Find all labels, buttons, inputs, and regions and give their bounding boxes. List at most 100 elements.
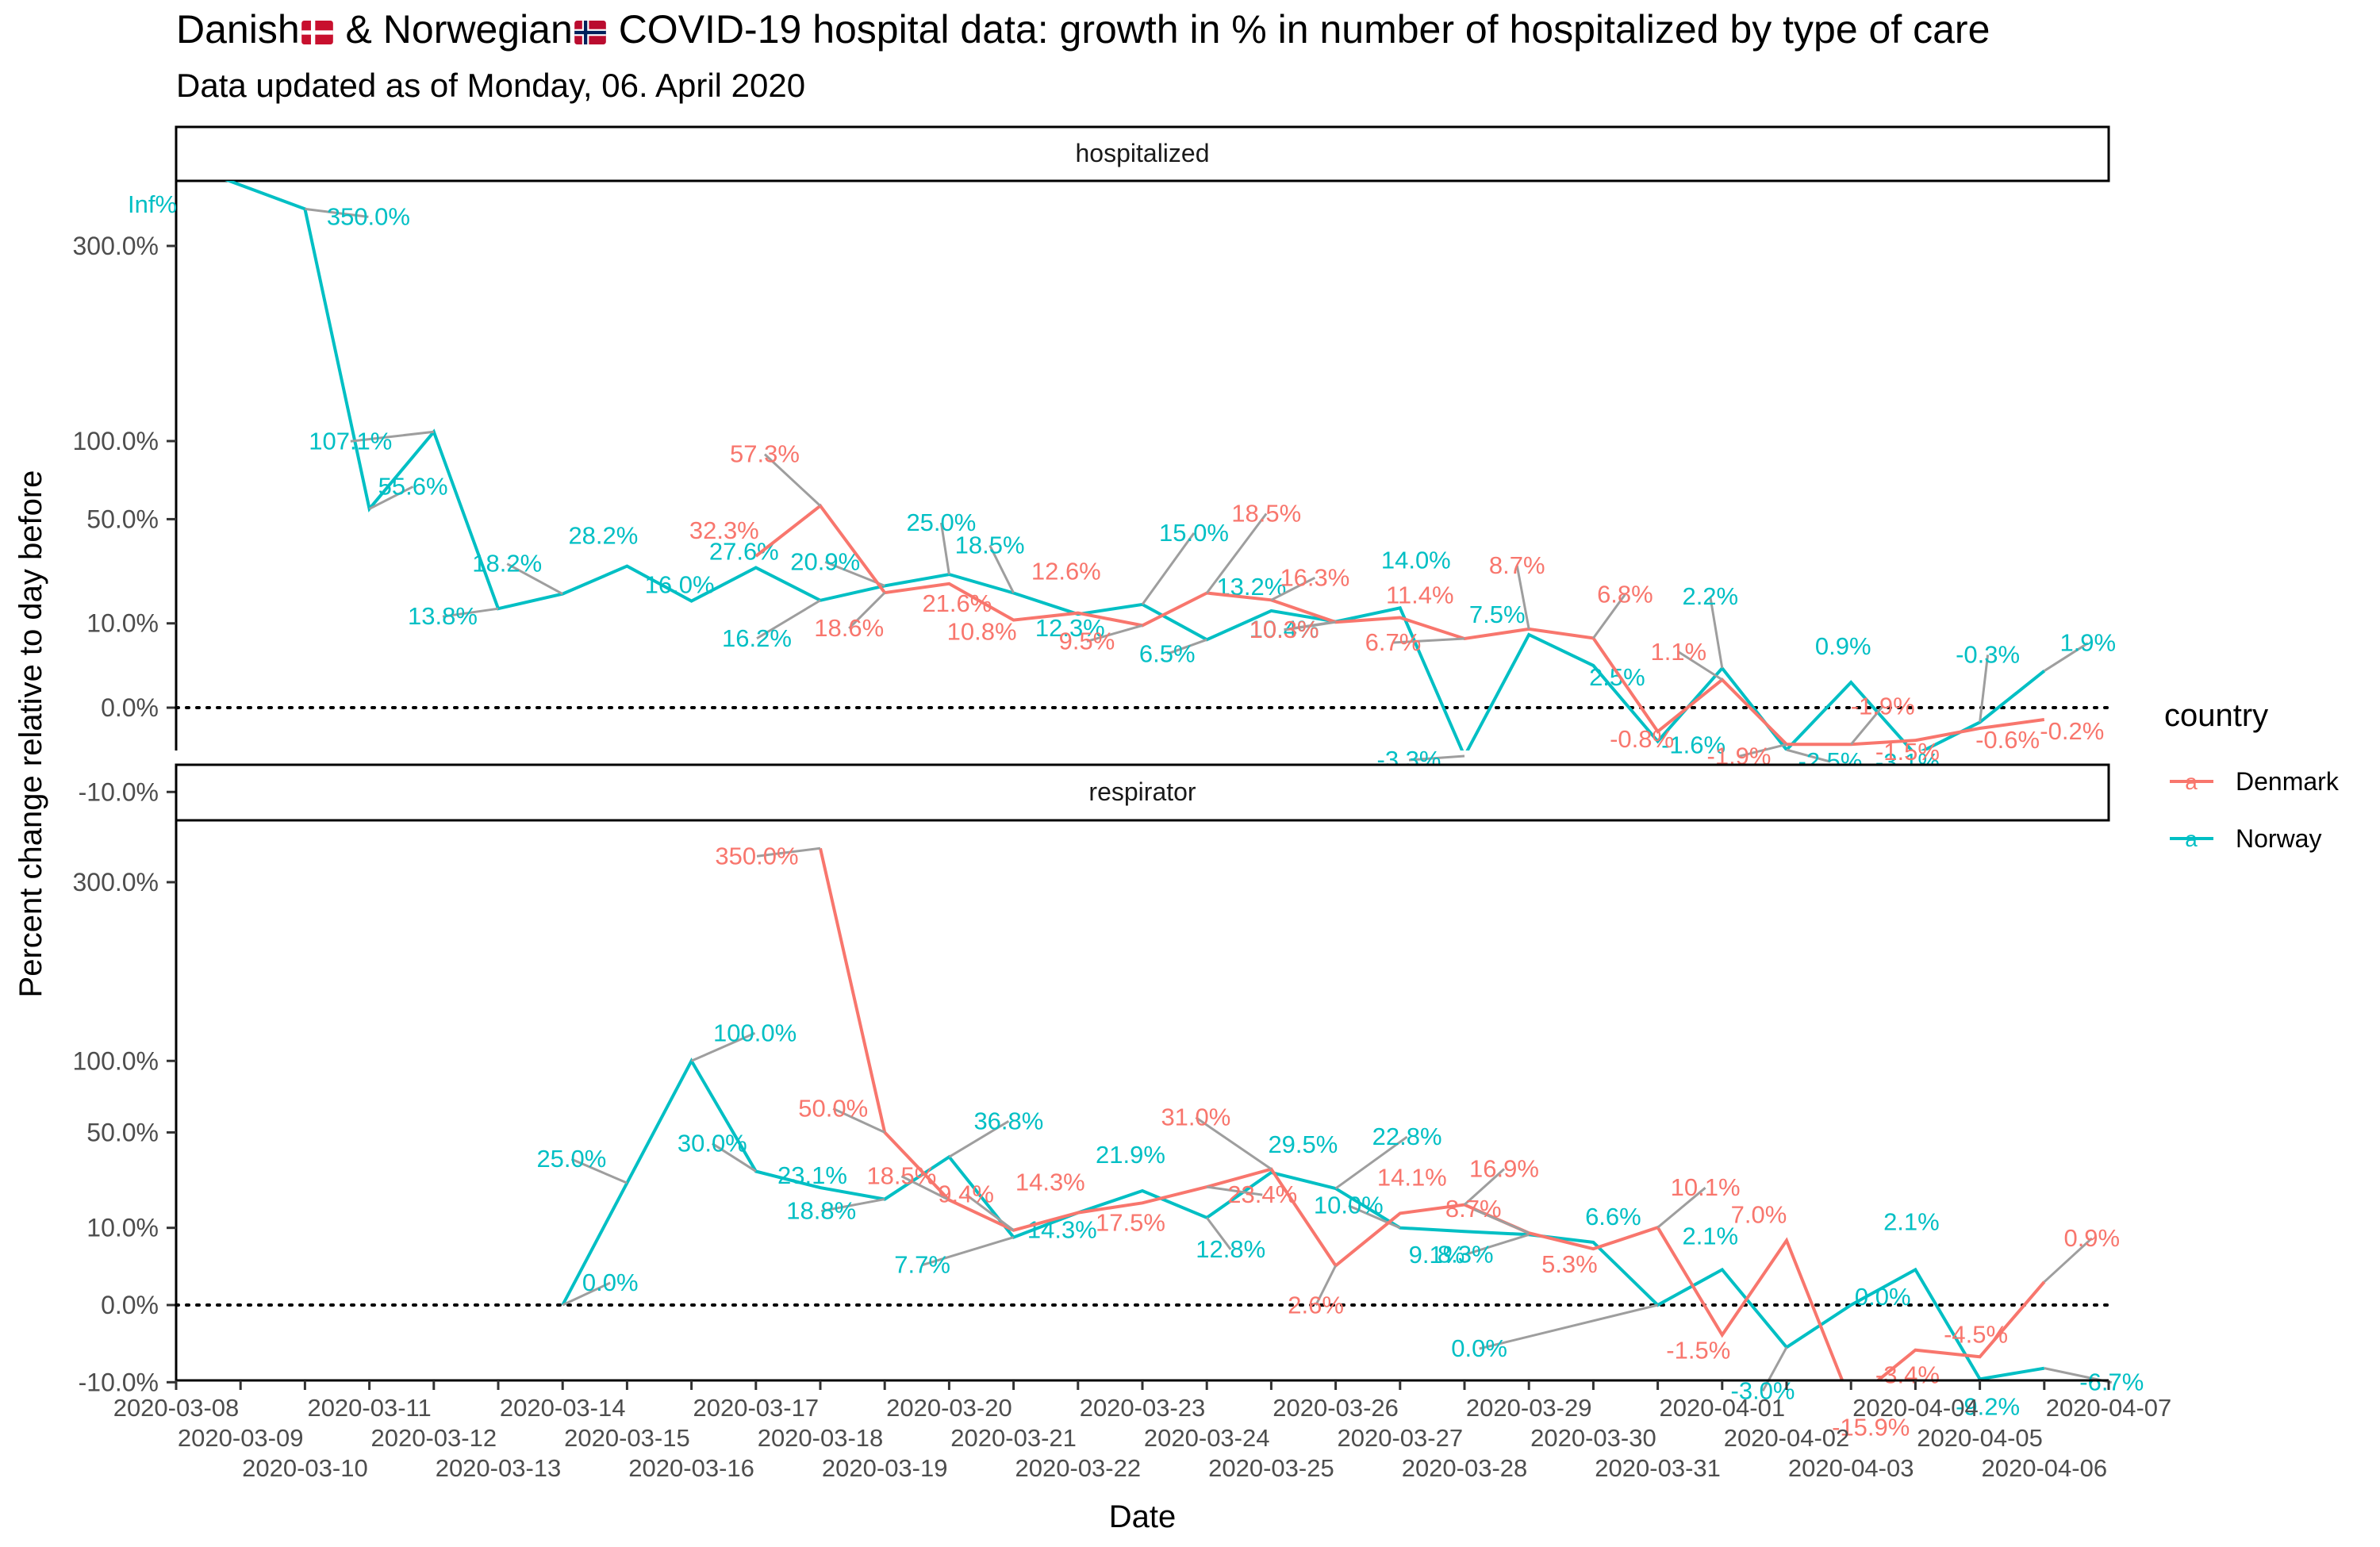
data-label-norway: 6.6%: [1585, 1203, 1641, 1230]
x-tick-label: 2020-03-24: [1144, 1424, 1270, 1452]
data-label-segment: [1656, 1187, 1706, 1229]
x-tick-label: 2020-03-20: [886, 1394, 1012, 1422]
legend: country a Denmark a Norway: [2164, 698, 2340, 853]
data-label-norway: 350.0%: [327, 202, 410, 230]
x-tick-label: 2020-03-21: [950, 1424, 1077, 1452]
data-label-norway: 13.8%: [408, 602, 478, 630]
data-label-norway: -1.6%: [1661, 731, 1726, 759]
data-label-denmark: 50.0%: [798, 1094, 868, 1122]
data-label-segment: [562, 1281, 611, 1307]
y-tick-label: 50.0%: [86, 1118, 159, 1146]
x-tick-label: 2020-03-29: [1466, 1394, 1592, 1422]
x-tick-label: 2020-04-05: [1917, 1424, 2043, 1452]
title-suffix: COVID-19 hospital data: growth in % in n…: [607, 7, 1990, 52]
y-tick-label: -10.0%: [79, 777, 159, 806]
data-label-norway: 100.0%: [713, 1019, 797, 1046]
data-label-norway: 16.2%: [722, 624, 792, 652]
title-mid: & Norwegian: [334, 7, 573, 52]
data-label-segment: [1315, 1265, 1337, 1307]
data-label-segment: [1284, 620, 1336, 631]
data-label-segment: [1270, 577, 1316, 601]
facet-strip-label: respirator: [1088, 777, 1196, 806]
data-label-segment: [1141, 532, 1196, 605]
x-tick-label: 2020-04-04: [1852, 1394, 1979, 1422]
data-label-norway: 25.0%: [906, 509, 976, 536]
data-label-norway: -9.2%: [1956, 1392, 2020, 1420]
x-tick-label: 2020-03-18: [758, 1424, 884, 1452]
x-tick-label: 2020-03-28: [1402, 1454, 1528, 1482]
data-label-segment: [570, 1157, 628, 1184]
x-tick-label: 2020-03-16: [628, 1454, 754, 1482]
data-label-norway: 23.1%: [777, 1161, 847, 1189]
data-label-norway: 55.6%: [378, 472, 448, 500]
data-label-denmark: -15.9%: [1832, 1414, 1910, 1441]
x-tick-label: 2020-04-06: [1982, 1454, 2108, 1482]
chart-title: Danish & Norwegian COVID-19 hospital dat…: [176, 6, 1990, 52]
data-label-segment: [442, 607, 499, 618]
x-axis-label: Date: [1109, 1499, 1177, 1534]
data-label-segment: [1979, 654, 1990, 723]
data-label-denmark: 10.8%: [947, 618, 1017, 646]
legend-title: country: [2164, 698, 2268, 733]
x-tick-label: 2020-03-15: [564, 1424, 690, 1452]
data-label-denmark: 9.4%: [938, 1180, 994, 1208]
data-label-segment: [848, 592, 886, 630]
data-label-segment: [368, 486, 414, 510]
data-label-segment: [2043, 1237, 2093, 1283]
data-label-denmark: 18.5%: [866, 1162, 936, 1190]
y-tick-label: 10.0%: [86, 1214, 159, 1242]
data-label-denmark: 2.6%: [1288, 1291, 1344, 1319]
data-label-norway: 2.1%: [1682, 1222, 1738, 1250]
data-label-norway: -6.7%: [2079, 1368, 2144, 1396]
data-label-segment: [1479, 1303, 1658, 1350]
data-label-norway: 2.1%: [1883, 1207, 1940, 1235]
facet-strip-label: hospitalized: [1076, 139, 1210, 167]
x-tick-label: 2020-03-08: [113, 1394, 240, 1422]
legend-key-glyph: a: [2185, 770, 2198, 794]
data-label-norway: 25.0%: [536, 1145, 606, 1173]
data-label-denmark: 18.6%: [814, 614, 884, 642]
data-label-norway: 14.0%: [1381, 546, 1451, 574]
data-label-denmark: 6.8%: [1597, 580, 1653, 608]
data-label-denmark: 32.3%: [689, 516, 759, 544]
y-tick-label: 0.0%: [101, 1291, 159, 1319]
x-tick-label: 2020-03-11: [307, 1394, 431, 1422]
data-label-segment: [1738, 743, 1787, 758]
data-label-denmark: 7.0%: [1731, 1201, 1787, 1229]
data-label-segment: [900, 1175, 950, 1201]
x-tick-label: 2020-03-17: [693, 1394, 820, 1422]
data-label-norway: 27.6%: [709, 537, 779, 565]
data-label-norway: 6.5%: [1139, 639, 1196, 667]
data-label-denmark: 14.3%: [1015, 1169, 1085, 1196]
data-label-norway: 18.8%: [786, 1197, 856, 1225]
data-label-segment: [820, 1198, 885, 1213]
y-tick-label: 300.0%: [72, 868, 159, 896]
x-tick-label: 2020-03-19: [822, 1454, 948, 1482]
x-tick-label: 2020-04-07: [2046, 1394, 2172, 1422]
data-label-norway: Inf%: [128, 190, 177, 218]
data-label-segment: [1592, 593, 1626, 639]
data-label-norway: 107.1%: [309, 427, 392, 455]
data-label-segment: [1472, 1207, 1530, 1234]
data-label-segment: [1786, 748, 1831, 763]
data-label-denmark: 18.5%: [1231, 499, 1301, 527]
data-label-segment: [965, 1193, 1015, 1231]
data-label-segment: [939, 522, 950, 575]
legend-item-norway: Norway: [2236, 824, 2321, 853]
x-tick-label: 2020-04-03: [1788, 1454, 1914, 1482]
data-label-segment: [756, 599, 821, 640]
data-label-denmark: -0.6%: [1975, 726, 2040, 754]
data-label-norway: 1.9%: [2059, 629, 2116, 657]
data-label-norway: 28.2%: [568, 522, 638, 550]
legend-key-glyph: a: [2185, 827, 2198, 851]
data-label-segment: [1205, 512, 1268, 594]
data-label-segment: [1392, 637, 1465, 644]
data-label-segment: [1348, 1204, 1401, 1230]
y-tick-label: 300.0%: [72, 232, 159, 260]
series-line-norway: [225, 181, 2046, 750]
data-label-denmark: 11.4%: [1386, 582, 1454, 609]
x-tick-label: 2020-03-30: [1530, 1424, 1656, 1452]
data-label-norway: 2.5%: [1589, 663, 1645, 691]
